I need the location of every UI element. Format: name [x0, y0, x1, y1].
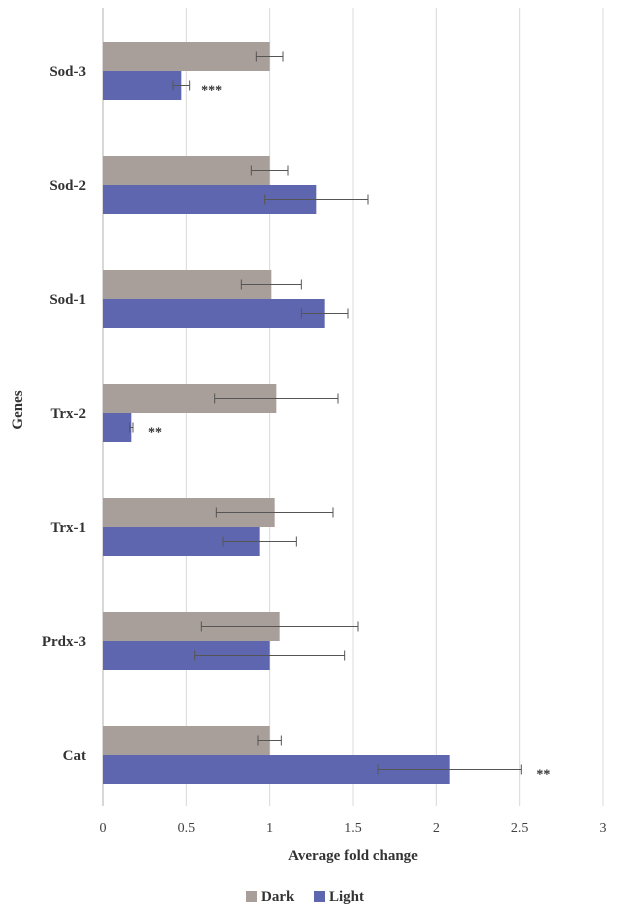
- bar-dark: [103, 726, 270, 755]
- x-tick-label: 3: [600, 821, 607, 836]
- bar-dark: [103, 156, 270, 185]
- x-tick-labels: 0 0.5 1 1.5 2 2.5 3: [100, 821, 607, 836]
- legend-label-light: Light: [329, 889, 364, 905]
- y-category-label: Cat: [63, 748, 86, 764]
- y-category-label: Sod-1: [49, 292, 86, 308]
- y-axis-title: Genes: [10, 390, 26, 429]
- x-axis-title: Average fold change: [288, 848, 418, 864]
- y-category-labels: Sod-3 Sod-2 Sod-1 Trx-2 Trx-1 Prdx-3 Cat: [42, 64, 86, 764]
- legend: Dark Light: [246, 889, 364, 905]
- x-tick-label: 0: [100, 821, 107, 836]
- significance-label: **: [536, 768, 550, 783]
- legend-swatch-dark: [246, 891, 257, 902]
- annotations-group: *******: [148, 84, 550, 783]
- bar-light: [103, 71, 182, 100]
- significance-label: **: [148, 426, 162, 441]
- y-category-label: Sod-2: [49, 178, 86, 194]
- significance-label: ***: [201, 84, 222, 99]
- legend-label-dark: Dark: [261, 889, 295, 905]
- bar-light: [103, 299, 325, 328]
- bars-group: [103, 42, 450, 784]
- y-category-label: Trx-2: [50, 406, 86, 422]
- bar-dark: [103, 42, 270, 71]
- error-bars-group: [129, 51, 522, 775]
- x-tick-label: 1: [266, 821, 273, 836]
- x-tick-label: 1.5: [344, 821, 362, 836]
- x-tick-label: 0.5: [178, 821, 196, 836]
- x-tick-label: 2.5: [511, 821, 529, 836]
- x-tick-label: 2: [433, 821, 440, 836]
- legend-swatch-light: [314, 891, 325, 902]
- y-category-label: Sod-3: [49, 64, 86, 80]
- bar-light: [103, 413, 132, 442]
- y-category-label: Prdx-3: [42, 634, 86, 650]
- y-category-label: Trx-1: [50, 520, 86, 536]
